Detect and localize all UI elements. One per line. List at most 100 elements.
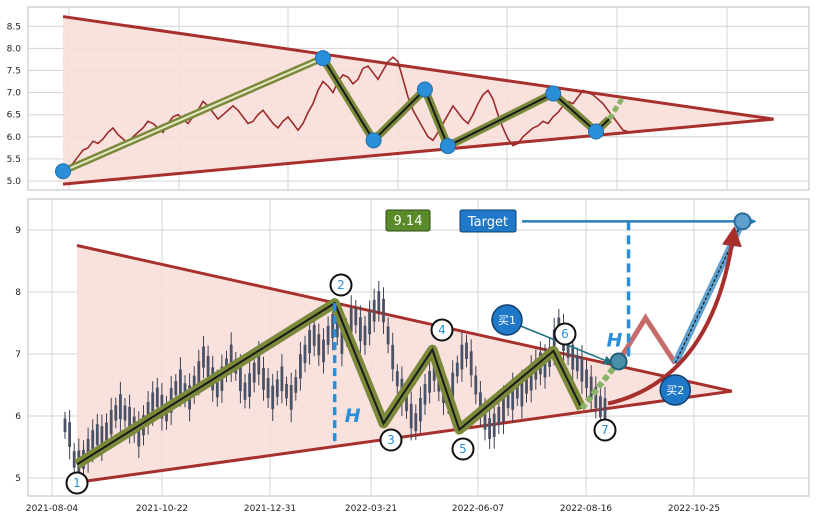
bottom-candle-body xyxy=(460,344,464,370)
top-wave-marker-2 xyxy=(365,132,382,149)
bottom-candle-body xyxy=(155,387,159,408)
bottom-candle-body xyxy=(529,367,533,391)
bottom-candle-body xyxy=(451,372,455,398)
bottom-candle-body xyxy=(359,317,362,342)
bottom-candle-body xyxy=(146,402,150,424)
top-wave-marker-6 xyxy=(587,123,604,140)
buy2-badge-label: 买2 xyxy=(666,384,684,397)
bottom-candle-body xyxy=(409,403,413,429)
wave-label-6: 6 xyxy=(561,327,569,341)
bottom-candle-body xyxy=(455,362,459,377)
top-wave-marker-4 xyxy=(439,138,456,155)
target-value-text: 9.14 xyxy=(394,214,423,229)
bottom-xtick-label: 2021-12-31 xyxy=(244,504,296,514)
wave-label-2: 2 xyxy=(337,278,345,292)
bottom-candle-body xyxy=(137,422,141,447)
target-label-box xyxy=(459,209,517,233)
bottom-candle-body xyxy=(275,379,279,397)
bottom-candle-body xyxy=(543,355,547,378)
bottom-candle-body xyxy=(123,405,127,421)
bottom-candle-body xyxy=(395,371,399,387)
wave-label-circle-7 xyxy=(593,418,617,442)
buy2-badge xyxy=(659,374,692,406)
bottom-candle-body xyxy=(488,418,491,439)
target-label-text: Target xyxy=(467,215,508,230)
bottom-candle-body xyxy=(119,394,122,420)
bottom-candle-body xyxy=(428,371,431,393)
bottom-candle-body xyxy=(571,344,575,370)
bottom-candle-body xyxy=(506,392,510,409)
bottom-candle-body xyxy=(566,343,570,358)
bottom-candle-body xyxy=(63,418,67,433)
bottom-candle-body xyxy=(335,321,339,338)
bottom-candle-body xyxy=(262,367,265,390)
bottom-candle-body xyxy=(322,339,325,363)
wave-label-1: 1 xyxy=(73,476,81,490)
bottom-candle-body xyxy=(326,326,330,345)
bottom-candle-body xyxy=(405,396,408,412)
top-ytick-label: 5.0 xyxy=(7,177,22,187)
bottom-xtick-label: 2022-10-25 xyxy=(668,504,720,514)
bottom-xtick-label: 2021-10-22 xyxy=(136,504,188,514)
bottom-candle-body xyxy=(377,291,381,312)
bottom-candle-body xyxy=(363,325,367,346)
bottom-xtick-label: 2022-06-07 xyxy=(452,504,504,514)
bottom-candle-body xyxy=(312,325,316,346)
bottom-candle-body xyxy=(239,366,242,392)
bottom-candle-body xyxy=(515,383,519,399)
bottom-candle-body xyxy=(603,398,607,422)
wave-label-circle-1 xyxy=(65,471,89,495)
bottom-candle-body xyxy=(91,430,95,452)
bottom-candle-body xyxy=(303,344,307,364)
top-wave-marker-1 xyxy=(314,50,331,67)
bottom-candle-body xyxy=(294,377,298,393)
bottom-triangle-fill xyxy=(77,245,732,483)
bottom-candle-body xyxy=(197,361,201,384)
bottom-candle-body xyxy=(391,344,395,370)
bottom-breakout-arrow xyxy=(607,226,742,406)
bottom-triangle-lower-line xyxy=(76,389,733,484)
bottom-candle-body xyxy=(280,366,284,392)
bottom-candle-body xyxy=(414,413,418,432)
bottom-h-label-1: H xyxy=(345,405,361,427)
bottom-retest-line xyxy=(616,313,678,365)
wave-label-circle-5 xyxy=(451,437,475,461)
wave-label-3: 3 xyxy=(387,433,395,447)
target-value-box xyxy=(385,209,431,232)
top-wave-marker-0 xyxy=(55,163,71,180)
top-triangle-upper-line xyxy=(62,15,774,121)
bottom-candle-body xyxy=(257,352,261,375)
bottom-ytick-label: 6 xyxy=(15,412,21,422)
bottom-candle-body xyxy=(552,329,556,354)
bottom-candle-body xyxy=(68,422,71,447)
bottom-candle-body xyxy=(382,298,385,323)
bottom-candle-body xyxy=(202,346,205,368)
bottom-candle-body xyxy=(368,311,371,335)
bottom-candle-body xyxy=(474,375,478,395)
bottom-candle-body xyxy=(340,329,344,354)
bottom-candle-body xyxy=(206,356,210,377)
bottom-candle-body xyxy=(285,383,288,399)
bottom-xtick-label: 2022-08-16 xyxy=(560,504,613,514)
bottom-candle-body xyxy=(492,413,496,437)
wave-label-circle-6 xyxy=(553,322,577,346)
bottom-candle-body xyxy=(525,376,528,394)
bottom-candle-body xyxy=(511,385,515,410)
bottom-candle-body xyxy=(100,426,104,450)
buy1-badge-label: 买1 xyxy=(498,314,516,327)
bottom-candle-body xyxy=(479,392,482,415)
bottom-xtick-label: 2022-03-21 xyxy=(345,504,397,514)
bottom-candle-body xyxy=(289,385,293,410)
bottom-candle-body xyxy=(72,451,76,468)
top-wave-marker-5 xyxy=(545,85,562,102)
bottom-candle-body xyxy=(354,308,358,326)
top-projection-inner xyxy=(62,59,317,173)
bottom-candle-body xyxy=(109,410,113,435)
wave-label-4: 4 xyxy=(438,323,446,337)
top-ytick-label: 6.5 xyxy=(7,111,21,121)
bottom-candle-body xyxy=(128,406,131,432)
bottom-candle-body xyxy=(372,299,376,322)
bottom-candle-body xyxy=(497,406,501,426)
bottom-candle-body xyxy=(243,382,247,400)
